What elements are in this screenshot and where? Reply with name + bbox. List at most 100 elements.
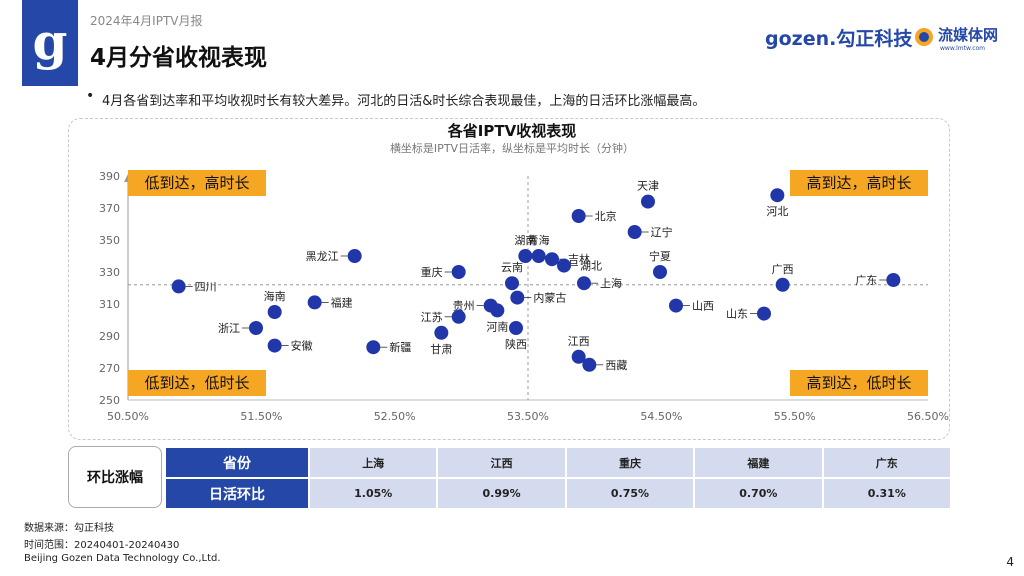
x-tick-label: 55.50% <box>774 410 816 423</box>
data-point <box>557 258 571 273</box>
x-tick-label: 54.50% <box>640 410 682 423</box>
data-point <box>171 279 186 294</box>
data-point-label: 广西 <box>772 263 794 276</box>
table-cell-value: 0.75% <box>566 479 694 508</box>
quadrant-label-box <box>790 370 928 396</box>
data-point <box>577 276 591 291</box>
data-point-label: 广东 <box>855 274 877 287</box>
data-point-label: 湖北 <box>580 260 602 273</box>
quadrant-label: 高到达，低时长 <box>806 374 911 392</box>
quadrant-label: 低到达，高时长 <box>144 174 249 192</box>
table-cell-province: 广东 <box>823 448 950 477</box>
table-cell-province: 上海 <box>310 448 437 477</box>
data-point <box>267 305 282 319</box>
data-point <box>757 306 771 321</box>
data-point-label: 四川 <box>195 280 217 293</box>
data-point <box>669 298 683 313</box>
summary-label-box: 环比涨幅 <box>68 446 162 508</box>
data-point-label: 河北 <box>766 205 788 218</box>
y-tick-label: 330 <box>99 266 120 279</box>
chart-frame <box>68 118 950 440</box>
data-point <box>366 340 381 355</box>
data-point <box>531 249 546 263</box>
chart-title: 各省IPTV收视表现 <box>447 122 576 140</box>
data-point-label: 宁夏 <box>649 249 671 263</box>
table-header-growth: 日活环比 <box>166 479 308 508</box>
data-point <box>770 188 785 203</box>
footer-company: Beijing Gozen Data Technology Co.,Ltd. <box>24 553 221 564</box>
table-header-province: 省份 <box>166 448 308 477</box>
data-point <box>775 277 790 292</box>
logo-letter: g <box>32 12 68 71</box>
data-point <box>582 357 597 372</box>
growth-table: 省份 上海 江西 重庆 福建 广东 日活环比 1.05% 0.99% 0.75%… <box>164 446 952 510</box>
data-point <box>571 349 586 364</box>
gozen-logo-box: g <box>22 0 78 86</box>
data-point-label: 云南 <box>501 261 523 274</box>
table-cell-value: 0.31% <box>823 479 950 508</box>
data-point-label: 贵州 <box>453 300 475 313</box>
quadrant-label-box <box>128 370 266 396</box>
y-tick-label: 250 <box>99 394 120 407</box>
x-tick-label: 56.50% <box>907 410 949 423</box>
data-point <box>249 321 263 335</box>
x-tick-label: 52.50% <box>374 410 416 423</box>
quadrant-label-box <box>790 170 928 196</box>
data-point <box>490 303 505 318</box>
table-row-provinces: 省份 上海 江西 重庆 福建 广东 <box>166 448 950 477</box>
data-point <box>571 209 586 223</box>
page-title: 4月分省收视表现 <box>90 45 268 71</box>
data-point <box>518 249 533 263</box>
data-point-label: 新疆 <box>389 340 411 354</box>
data-point-label: 江西 <box>568 335 590 348</box>
data-point-label: 山西 <box>692 300 714 313</box>
data-point-label: 河南 <box>486 320 508 333</box>
table-cell-province: 江西 <box>438 448 565 477</box>
quadrant-label-box <box>128 170 266 196</box>
page-number: 4 <box>1006 555 1014 569</box>
x-tick-label: 51.50% <box>240 410 282 423</box>
data-point-label: 江苏 <box>421 311 443 324</box>
data-point-label: 吉林 <box>568 252 590 266</box>
footer-range: 时间范围：20240401-20240430 <box>24 540 180 551</box>
data-point <box>451 309 466 324</box>
data-point <box>307 295 322 310</box>
data-point <box>505 276 519 291</box>
data-point <box>545 252 559 267</box>
table-cell-province: 重庆 <box>566 448 694 477</box>
data-point-label: 重庆 <box>421 265 443 279</box>
data-point <box>886 273 901 287</box>
scatter-chart: 各省IPTV收视表现 横坐标是IPTV日活率，纵坐标是平均时长（分钟） 50.5… <box>99 122 949 423</box>
data-point <box>509 321 523 335</box>
data-point-label: 辽宁 <box>651 225 673 239</box>
table-row-values: 日活环比 1.05% 0.99% 0.75% 0.70% 0.31% <box>166 479 950 508</box>
quadrant-label: 高到达，高时长 <box>806 174 911 192</box>
chart-subtitle: 横坐标是IPTV日活率，纵坐标是平均时长（分钟） <box>390 141 634 155</box>
data-point-label: 西藏 <box>605 359 627 372</box>
data-point-label: 青海 <box>528 233 550 247</box>
data-point-label: 天津 <box>637 180 659 193</box>
bullet-dot: • <box>86 88 95 104</box>
y-tick-label: 390 <box>99 170 120 183</box>
data-point <box>267 338 282 353</box>
summary-bullet: 4月各省到达率和平均收视时长有较大差异。河北的日活&时长综合表现最佳，上海的日活… <box>102 94 706 109</box>
lmtw-brand-logo: 流媒体网 <box>938 26 999 44</box>
footer-source: 数据来源：勾正科技 <box>24 523 114 534</box>
data-point-label: 安徽 <box>291 339 313 353</box>
y-tick-label: 370 <box>99 202 120 215</box>
table-cell-value: 0.99% <box>438 479 565 508</box>
y-tick-label: 310 <box>99 298 120 311</box>
data-point <box>627 225 642 239</box>
lmtw-logo-icon <box>915 28 933 46</box>
data-point <box>434 325 449 340</box>
data-point-label: 北京 <box>595 209 617 223</box>
x-tick-label: 53.50% <box>507 410 549 423</box>
data-point-label: 黑龙江 <box>306 250 339 263</box>
data-point-label: 海南 <box>264 289 286 303</box>
table-cell-value: 1.05% <box>310 479 437 508</box>
data-point <box>451 265 466 279</box>
data-point-label: 福建 <box>331 295 353 309</box>
table-cell-value: 0.70% <box>695 479 822 508</box>
y-tick-label: 270 <box>99 362 120 375</box>
data-point-label: 上海 <box>600 276 622 290</box>
